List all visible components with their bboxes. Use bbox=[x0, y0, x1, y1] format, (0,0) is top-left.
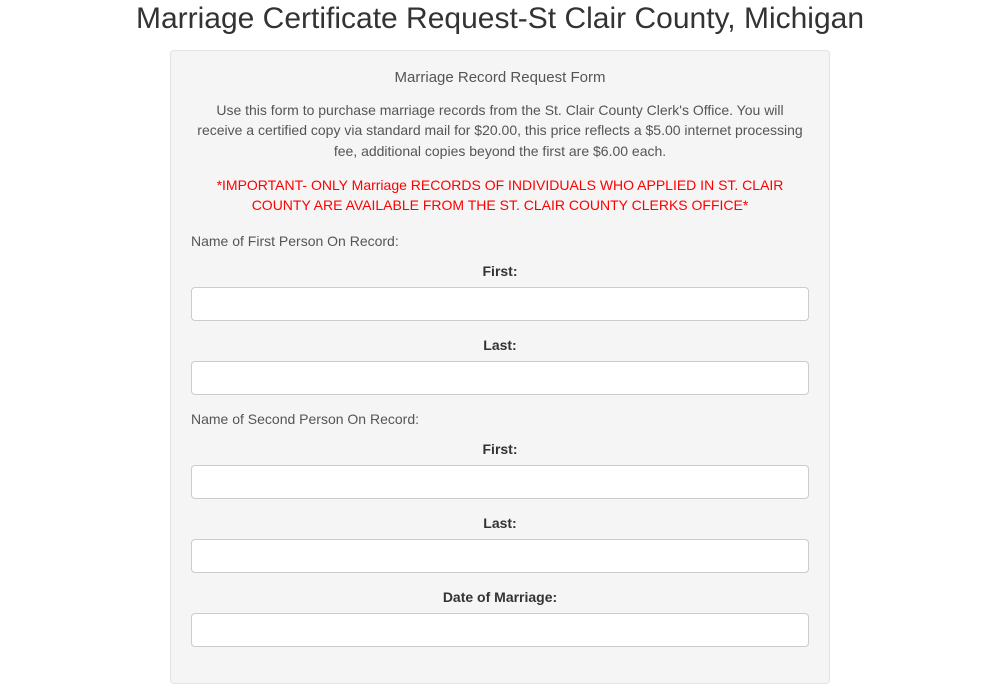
important-note: *IMPORTANT- ONLY Marriage RECORDS OF IND… bbox=[191, 175, 809, 216]
person1-last-label: Last: bbox=[191, 337, 809, 353]
person1-first-label: First: bbox=[191, 263, 809, 279]
form-description: Use this form to purchase marriage recor… bbox=[191, 100, 809, 161]
person1-last-input[interactable] bbox=[191, 361, 809, 395]
person2-first-input[interactable] bbox=[191, 465, 809, 499]
date-of-marriage-label: Date of Marriage: bbox=[191, 589, 809, 605]
date-of-marriage-input[interactable] bbox=[191, 613, 809, 647]
form-heading: Marriage Record Request Form bbox=[191, 69, 809, 86]
person1-section-label: Name of First Person On Record: bbox=[191, 233, 809, 249]
person2-last-label: Last: bbox=[191, 515, 809, 531]
person2-section-label: Name of Second Person On Record: bbox=[191, 411, 809, 427]
form-panel: Marriage Record Request Form Use this fo… bbox=[170, 50, 830, 684]
person1-first-input[interactable] bbox=[191, 287, 809, 321]
person2-first-label: First: bbox=[191, 441, 809, 457]
person2-last-input[interactable] bbox=[191, 539, 809, 573]
page-title: Marriage Certificate Request-St Clair Co… bbox=[0, 0, 1000, 50]
